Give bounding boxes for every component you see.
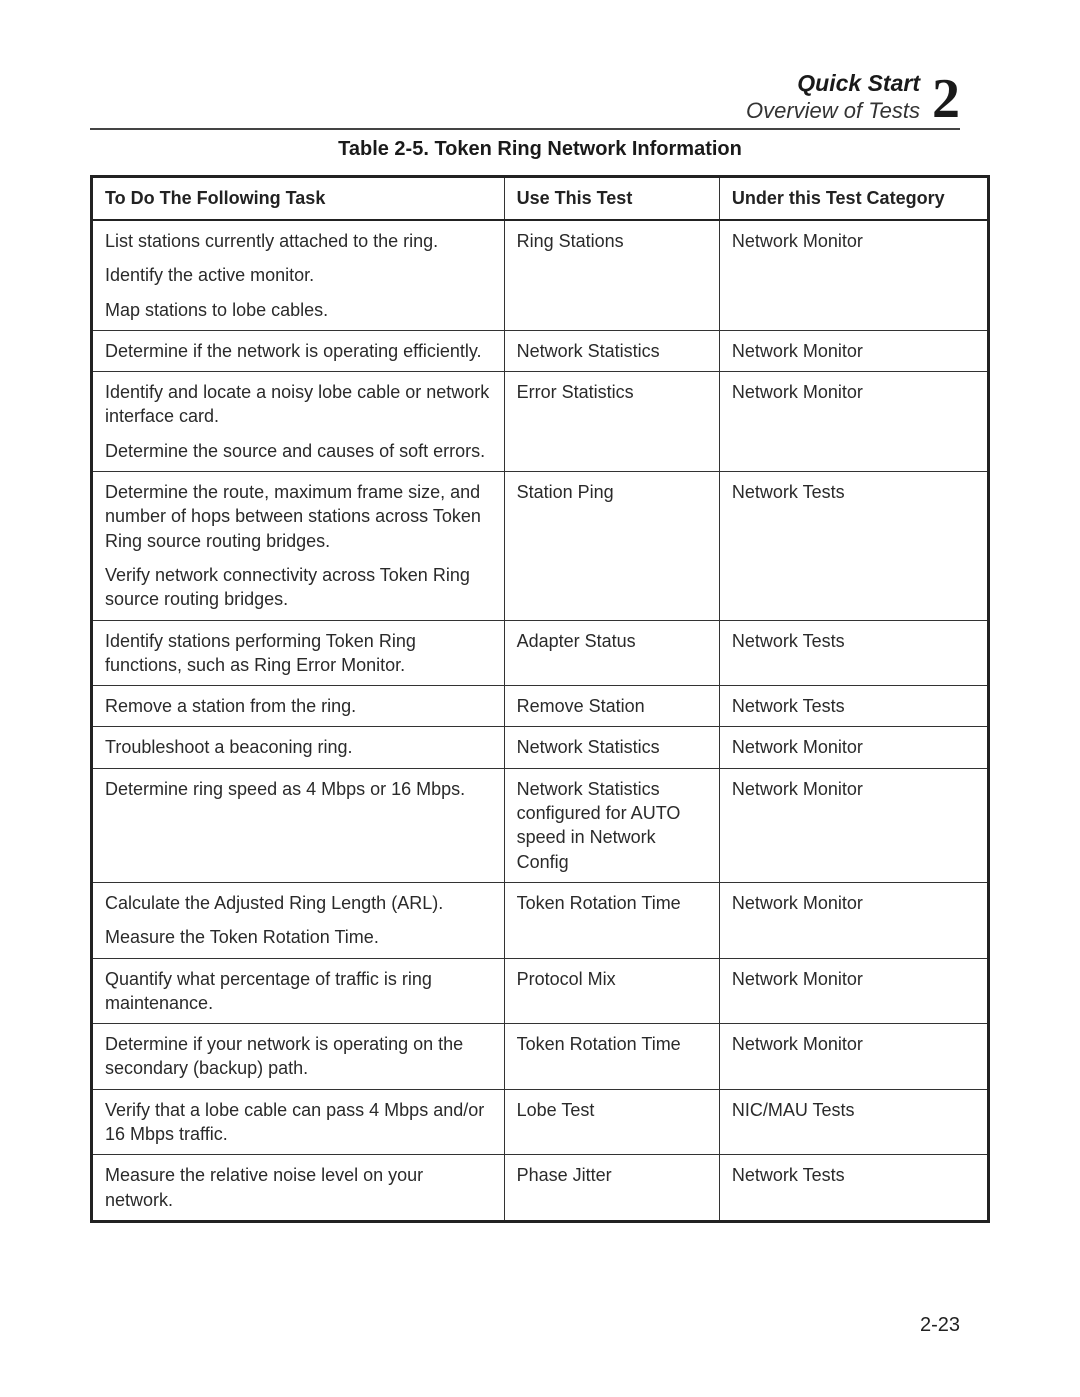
cell-category: Network Monitor [719, 882, 988, 958]
header-subtitle: Overview of Tests [746, 98, 920, 124]
task-text: Measure the Token Rotation Time. [105, 925, 492, 949]
task-text: Remove a station from the ring. [105, 694, 492, 718]
cell-category: Network Monitor [719, 727, 988, 768]
task-text: Identify and locate a noisy lobe cable o… [105, 380, 492, 429]
cell-task: Remove a station from the ring. [92, 686, 505, 727]
header-row: Quick Start Overview of Tests 2 [90, 70, 960, 124]
cell-task: List stations currently attached to the … [92, 220, 505, 330]
table-row: Verify that a lobe cable can pass 4 Mbps… [92, 1089, 989, 1155]
cell-task: Troubleshoot a beaconing ring. [92, 727, 505, 768]
cell-test: Phase Jitter [504, 1155, 719, 1222]
header-rule [90, 128, 960, 130]
task-text: Determine ring speed as 4 Mbps or 16 Mbp… [105, 777, 492, 801]
cell-test: Ring Stations [504, 220, 719, 330]
cell-category: Network Monitor [719, 1024, 988, 1090]
cell-test: Protocol Mix [504, 958, 719, 1024]
task-text: Calculate the Adjusted Ring Length (ARL)… [105, 891, 492, 915]
cell-category: Network Tests [719, 620, 988, 686]
cell-category: Network Monitor [719, 330, 988, 371]
cell-category: Network Tests [719, 686, 988, 727]
info-table: To Do The Following Task Use This Test U… [90, 175, 990, 1223]
cell-task: Determine ring speed as 4 Mbps or 16 Mbp… [92, 768, 505, 882]
cell-task: Verify that a lobe cable can pass 4 Mbps… [92, 1089, 505, 1155]
table-row: Identify and locate a noisy lobe cable o… [92, 372, 989, 472]
task-text: Map stations to lobe cables. [105, 298, 492, 322]
task-text: List stations currently attached to the … [105, 229, 492, 253]
cell-task: Determine the route, maximum frame size,… [92, 472, 505, 620]
task-text: Quantify what percentage of traffic is r… [105, 967, 492, 1016]
col-header-category: Under this Test Category [719, 176, 988, 220]
cell-test: Station Ping [504, 472, 719, 620]
table-row: Troubleshoot a beaconing ring. Network St… [92, 727, 989, 768]
cell-task: Measure the relative noise level on your… [92, 1155, 505, 1222]
cell-test: Error Statistics [504, 372, 719, 472]
table-header-row: To Do The Following Task Use This Test U… [92, 176, 989, 220]
table-row: Determine ring speed as 4 Mbps or 16 Mbp… [92, 768, 989, 882]
table-body: List stations currently attached to the … [92, 220, 989, 1221]
cell-test: Network Statistics [504, 727, 719, 768]
col-header-test: Use This Test [504, 176, 719, 220]
table-row: Measure the relative noise level on your… [92, 1155, 989, 1222]
table-row: Determine if your network is operating o… [92, 1024, 989, 1090]
table-row: Quantify what percentage of traffic is r… [92, 958, 989, 1024]
table-caption: Table 2-5. Token Ring Network Informatio… [90, 138, 990, 161]
page-header: Quick Start Overview of Tests 2 [90, 70, 960, 130]
task-text: Identify the active monitor. [105, 263, 492, 287]
cell-test: Lobe Test [504, 1089, 719, 1155]
cell-category: Network Tests [719, 1155, 988, 1222]
cell-test: Remove Station [504, 686, 719, 727]
cell-task: Identify stations performing Token Ring … [92, 620, 505, 686]
cell-test: Network Statistics configured for AUTO s… [504, 768, 719, 882]
cell-test: Network Statistics [504, 330, 719, 371]
cell-category: Network Monitor [719, 958, 988, 1024]
cell-test: Adapter Status [504, 620, 719, 686]
task-text: Determine the route, maximum frame size,… [105, 480, 492, 553]
task-text: Measure the relative noise level on your… [105, 1163, 492, 1212]
table-row: Remove a station from the ring. Remove St… [92, 686, 989, 727]
cell-category: Network Monitor [719, 372, 988, 472]
page-number: 2-23 [920, 1314, 960, 1337]
cell-test: Token Rotation Time [504, 882, 719, 958]
task-text: Identify stations performing Token Ring … [105, 629, 492, 678]
cell-test: Token Rotation Time [504, 1024, 719, 1090]
cell-task: Identify and locate a noisy lobe cable o… [92, 372, 505, 472]
task-text: Verify that a lobe cable can pass 4 Mbps… [105, 1098, 492, 1147]
header-title: Quick Start [746, 70, 920, 98]
col-header-task: To Do The Following Task [92, 176, 505, 220]
cell-task: Quantify what percentage of traffic is r… [92, 958, 505, 1024]
cell-task: Determine if the network is operating ef… [92, 330, 505, 371]
cell-category: NIC/MAU Tests [719, 1089, 988, 1155]
table-row: Determine if the network is operating ef… [92, 330, 989, 371]
task-text: Determine if the network is operating ef… [105, 339, 492, 363]
cell-category: Network Tests [719, 472, 988, 620]
cell-category: Network Monitor [719, 220, 988, 330]
cell-task: Calculate the Adjusted Ring Length (ARL)… [92, 882, 505, 958]
task-text: Verify network connectivity across Token… [105, 563, 492, 612]
task-text: Determine if your network is operating o… [105, 1032, 492, 1081]
table-row: Identify stations performing Token Ring … [92, 620, 989, 686]
table-row: Determine the route, maximum frame size,… [92, 472, 989, 620]
task-text: Determine the source and causes of soft … [105, 439, 492, 463]
chapter-number: 2 [932, 74, 960, 124]
table-row: List stations currently attached to the … [92, 220, 989, 330]
task-text: Troubleshoot a beaconing ring. [105, 735, 492, 759]
table-row: Calculate the Adjusted Ring Length (ARL)… [92, 882, 989, 958]
document-page: Quick Start Overview of Tests 2 Table 2-… [0, 0, 1080, 1397]
header-texts: Quick Start Overview of Tests [746, 70, 920, 124]
cell-task: Determine if your network is operating o… [92, 1024, 505, 1090]
cell-category: Network Monitor [719, 768, 988, 882]
